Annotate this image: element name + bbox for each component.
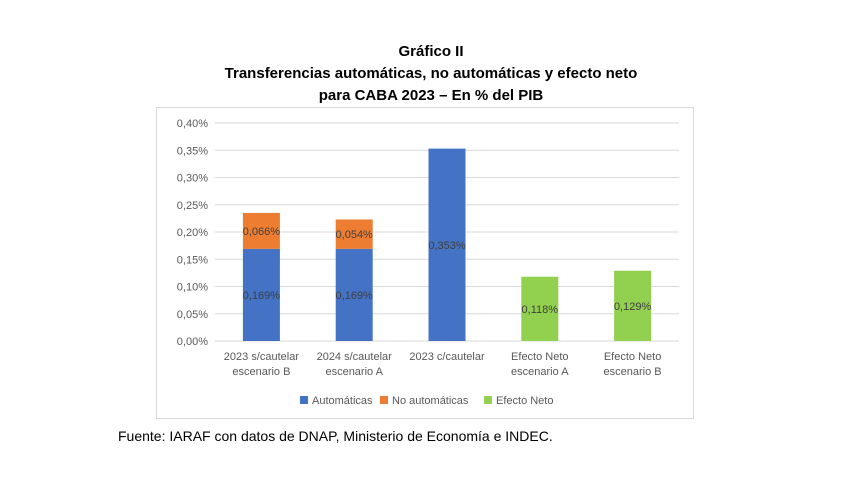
x-category-label: Efecto Neto bbox=[511, 351, 568, 363]
chart-subtitle-line-1: Transferencias automáticas, no automátic… bbox=[224, 65, 638, 82]
x-category-label: escenario A bbox=[511, 366, 569, 378]
legend-label: Efecto Neto bbox=[496, 395, 553, 407]
chart-subtitle-line-2: para CABA 2023 – En % del PIB bbox=[318, 87, 544, 104]
legend-swatch bbox=[380, 396, 388, 404]
legend-label: Automáticas bbox=[312, 395, 373, 407]
data-label: 0,353% bbox=[428, 240, 466, 252]
bar-no-automaticas bbox=[335, 219, 373, 249]
data-label: 0,129% bbox=[614, 301, 652, 313]
y-tick-label: 0,25% bbox=[177, 200, 208, 212]
legend-swatch bbox=[484, 396, 492, 404]
x-category-label: 2024 s/cautelar bbox=[317, 351, 393, 363]
y-tick-label: 0,35% bbox=[177, 145, 208, 157]
y-tick-label: 0,10% bbox=[177, 282, 208, 294]
bar-automaticas bbox=[242, 248, 280, 341]
bar-efecto-neto bbox=[521, 276, 559, 341]
bar-no-automaticas bbox=[242, 212, 280, 249]
x-category-label: escenario B bbox=[604, 366, 662, 378]
y-tick-label: 0,00% bbox=[177, 336, 208, 348]
x-category-label: escenario A bbox=[325, 366, 383, 378]
data-label: 0,118% bbox=[522, 304, 559, 316]
data-label: 0,054% bbox=[336, 229, 374, 241]
chart-title: Gráfico II bbox=[398, 43, 464, 60]
y-tick-label: 0,05% bbox=[177, 309, 208, 321]
x-category-label: 2023 s/cautelar bbox=[224, 351, 300, 363]
x-category-label: escenario B bbox=[232, 366, 290, 378]
chart-area: 0,00% 0,05% 0,10% 0,15% 0,20% 0,25% 0,30% 0,35%… bbox=[156, 107, 694, 419]
y-tick-label: 0,20% bbox=[177, 227, 208, 239]
legend-swatch bbox=[300, 396, 308, 404]
bar-efecto-neto bbox=[614, 270, 652, 341]
y-tick-label: 0,30% bbox=[177, 173, 208, 185]
bar-automaticas bbox=[335, 248, 373, 341]
bar-chart: 0,00% 0,05% 0,10% 0,15% 0,20% 0,25% 0,30% 0,35%… bbox=[177, 118, 679, 407]
bar-automaticas bbox=[428, 148, 466, 341]
source-note: Fuente: IARAF con datos de DNAP, Ministe… bbox=[118, 428, 553, 444]
y-tick-label: 0,40% bbox=[177, 118, 208, 130]
data-label: 0,066% bbox=[243, 226, 281, 238]
x-category-label: Efecto Neto bbox=[604, 351, 661, 363]
legend-label: No automáticas bbox=[392, 395, 469, 407]
data-label: 0,169% bbox=[336, 290, 374, 302]
x-category-label: 2023 c/cautelar bbox=[409, 351, 485, 363]
data-label: 0,169% bbox=[243, 290, 281, 302]
y-tick-label: 0,15% bbox=[177, 254, 208, 266]
